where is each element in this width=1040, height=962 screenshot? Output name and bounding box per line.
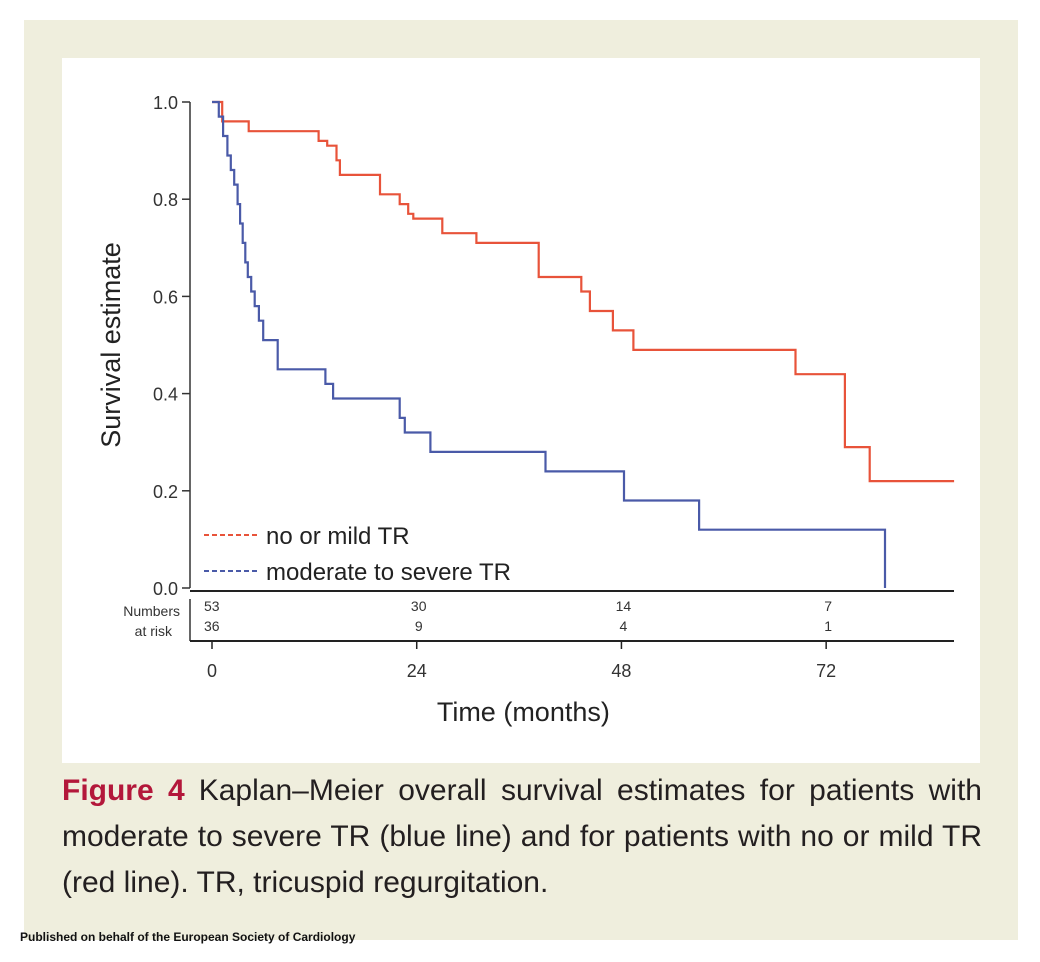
legend-label: no or mild TR: [266, 523, 410, 550]
x-tick-label: 48: [611, 661, 631, 681]
risk-table-label: at risk: [135, 623, 173, 639]
x-axis-title: Time (months): [437, 697, 610, 727]
risk-table-value: 36: [204, 618, 220, 634]
legend-label: moderate to severe TR: [266, 559, 511, 586]
y-tick-label: 0.0: [153, 579, 178, 599]
x-tick-label: 72: [816, 661, 836, 681]
y-axis-title: Survival estimate: [96, 242, 126, 448]
y-tick-label: 0.8: [153, 190, 178, 210]
risk-table-value: 1: [824, 618, 832, 634]
risk-table-value: 14: [616, 598, 632, 614]
y-tick-label: 0.2: [153, 482, 178, 502]
x-tick-label: 0: [207, 661, 217, 681]
risk-table-label: Numbers: [123, 603, 180, 619]
figure-label: Figure 4: [62, 774, 185, 807]
risk-table-value: 30: [411, 598, 427, 614]
risk-table-value: 53: [204, 598, 220, 614]
risk-table-value: 7: [824, 598, 832, 614]
figure-caption: Figure 4 Kaplan–Meier overall survival es…: [62, 768, 982, 906]
caption-text: Kaplan–Meier overall survival estimates …: [62, 774, 982, 899]
publisher-footer: Published on behalf of the European Soci…: [20, 930, 356, 944]
y-tick-label: 0.4: [153, 385, 178, 405]
risk-table-value: 4: [620, 618, 628, 634]
y-tick-label: 0.6: [153, 287, 178, 307]
x-tick-label: 24: [407, 661, 427, 681]
series-line-moderate-to-severe-tr: [212, 100, 887, 588]
y-tick-label: 1.0: [153, 93, 178, 113]
chart-panel: 0.0 0.2 0.4 0.6 0.8 1.0 Survival estimate Numbe…: [62, 58, 980, 763]
km-chart: 0.0 0.2 0.4 0.6 0.8 1.0 Survival estimate Numbe…: [96, 93, 955, 727]
series-line-no-or-mild-tr: [212, 100, 955, 483]
risk-table-value: 9: [415, 618, 423, 634]
